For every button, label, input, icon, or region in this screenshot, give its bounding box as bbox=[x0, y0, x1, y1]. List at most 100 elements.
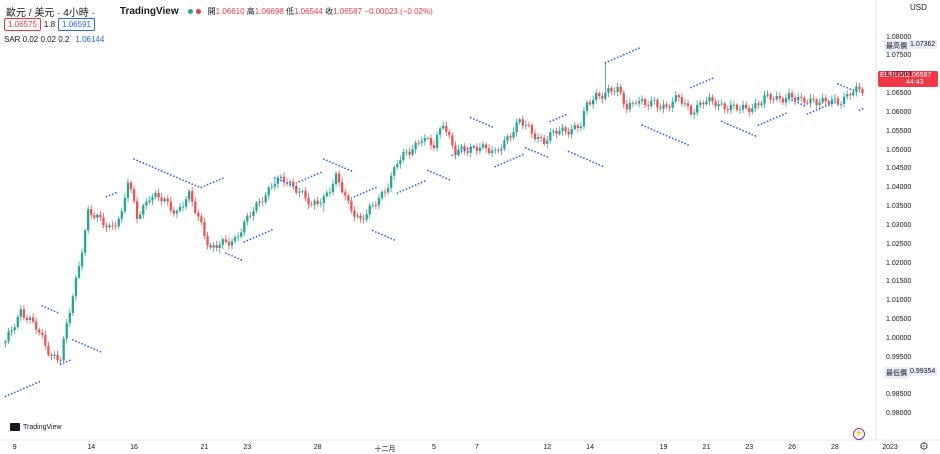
candle-body bbox=[640, 99, 644, 102]
candle-body bbox=[206, 235, 209, 246]
candle-body bbox=[399, 159, 402, 165]
candle-body bbox=[405, 151, 408, 153]
candle-body bbox=[781, 98, 785, 103]
candle-body bbox=[120, 211, 123, 219]
sar-dot bbox=[656, 130, 659, 133]
sar-dot bbox=[457, 151, 460, 154]
sar-dot bbox=[800, 103, 803, 106]
candle-body bbox=[732, 104, 736, 106]
sar-dot bbox=[534, 150, 536, 153]
sar-dot bbox=[561, 115, 564, 118]
gear-icon[interactable]: ⚙ bbox=[919, 441, 929, 453]
candle-body bbox=[331, 183, 335, 192]
sar-dot bbox=[748, 132, 751, 135]
currency-label[interactable]: USD bbox=[910, 3, 927, 12]
candle-body bbox=[74, 277, 78, 297]
candle-body bbox=[386, 187, 390, 193]
sar-dot bbox=[546, 156, 549, 158]
sar-dot bbox=[733, 125, 735, 128]
candle-body bbox=[68, 312, 71, 324]
candle-body bbox=[181, 206, 185, 208]
candle-body bbox=[313, 200, 316, 205]
sar-dot bbox=[858, 109, 861, 112]
sar-dot bbox=[650, 128, 653, 131]
time-tick-label: 5 bbox=[432, 444, 436, 451]
bid-button[interactable]: 1.06575 bbox=[4, 18, 41, 31]
candle-body bbox=[34, 321, 38, 330]
sar-dot bbox=[359, 193, 362, 196]
candle-body bbox=[806, 102, 809, 104]
candle-body bbox=[787, 92, 791, 99]
candle-body bbox=[745, 104, 748, 108]
sar-dot bbox=[237, 257, 240, 260]
sar-dot bbox=[647, 126, 650, 129]
close-value: 1.06587 bbox=[333, 7, 363, 16]
candle-body bbox=[484, 144, 488, 149]
sar-dot bbox=[41, 305, 44, 307]
sar-dot bbox=[827, 103, 830, 106]
indicator-legend[interactable]: SAR 0.02 0.02 0.2 1.06144 bbox=[4, 35, 104, 44]
sar-dot bbox=[524, 146, 527, 149]
candle-body bbox=[426, 138, 430, 139]
sar-dot bbox=[454, 153, 457, 155]
sar-dot bbox=[589, 159, 591, 162]
price-tick-label: 1.04500 bbox=[886, 165, 912, 173]
candle-body bbox=[524, 125, 527, 126]
candle-body bbox=[644, 99, 647, 106]
sar-dot bbox=[705, 80, 708, 82]
sar-dot bbox=[736, 127, 738, 129]
low-tag-value: 0.99354 bbox=[908, 367, 938, 376]
sar-dot bbox=[445, 177, 448, 180]
candle-body bbox=[582, 111, 586, 127]
candle-body bbox=[448, 131, 451, 136]
lightning-icon[interactable]: ⚡ bbox=[853, 428, 865, 440]
candle-countdown: 44:43 bbox=[906, 79, 924, 86]
sar-dot bbox=[16, 390, 19, 392]
candle-body bbox=[325, 192, 329, 197]
time-tick-label: 21 bbox=[200, 444, 209, 451]
candle-body bbox=[821, 97, 824, 103]
candle-body bbox=[558, 131, 561, 134]
candle-body bbox=[292, 181, 295, 187]
candle-body bbox=[671, 101, 674, 108]
sar-dot bbox=[325, 159, 328, 162]
candle-body bbox=[344, 192, 347, 196]
sar-dot bbox=[332, 162, 334, 164]
sar-dot bbox=[350, 170, 353, 172]
sar-dot bbox=[182, 179, 184, 182]
sar-dot bbox=[720, 120, 723, 123]
sar-dot bbox=[628, 51, 631, 54]
candle-body bbox=[604, 92, 607, 99]
tradingview-logo[interactable]: TradingView bbox=[10, 423, 62, 431]
candle-body bbox=[139, 214, 142, 219]
sar-dot bbox=[766, 120, 769, 123]
candle-body bbox=[374, 205, 378, 206]
sar-dot bbox=[638, 47, 640, 50]
candle-body bbox=[233, 237, 237, 242]
candle-body bbox=[93, 215, 96, 218]
sar-dot bbox=[374, 231, 377, 233]
sar-dot bbox=[466, 147, 469, 150]
candle-body bbox=[711, 97, 714, 102]
sar-dot bbox=[555, 117, 558, 120]
last-price-value: 1.06587 bbox=[906, 72, 932, 79]
sar-dot bbox=[35, 382, 38, 385]
candle-body bbox=[353, 210, 356, 217]
candle-body bbox=[276, 178, 280, 184]
sar-dot bbox=[812, 110, 815, 113]
sar-dot bbox=[292, 184, 295, 187]
quote-row: 1.06575 1.8 1.06591 bbox=[4, 18, 95, 31]
candle-body bbox=[769, 94, 772, 100]
candle-body bbox=[90, 209, 93, 216]
candle-body bbox=[778, 96, 781, 99]
candle-body bbox=[595, 93, 598, 100]
sar-dot bbox=[62, 362, 65, 364]
candle-body bbox=[83, 230, 87, 253]
sar-dot bbox=[687, 144, 689, 146]
candle-body bbox=[142, 205, 145, 215]
symbol-title[interactable]: 歐元 / 美元 · 4小時 · bbox=[6, 8, 95, 19]
ask-button[interactable]: 1.06591 bbox=[58, 18, 95, 31]
sar-dot bbox=[365, 190, 368, 193]
sar-dot bbox=[818, 107, 821, 110]
